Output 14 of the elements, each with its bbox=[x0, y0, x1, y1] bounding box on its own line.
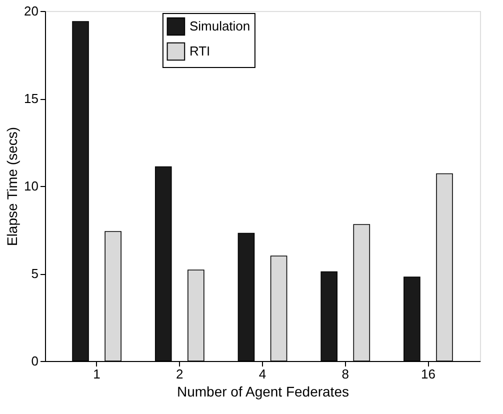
y-tick-label: 20 bbox=[24, 4, 38, 18]
x-tick-label: 16 bbox=[420, 366, 436, 382]
x-tick-label: 1 bbox=[93, 366, 100, 382]
legend-label: Simulation bbox=[189, 18, 250, 34]
y-tick-label: 0 bbox=[31, 354, 38, 368]
y-tick-label: 15 bbox=[24, 91, 38, 106]
y-tick-label: 10 bbox=[24, 178, 38, 194]
x-tick-label: 8 bbox=[342, 366, 349, 382]
x-tick-label: 4 bbox=[258, 366, 266, 382]
y-axis-title: Elapse Time (secs) bbox=[4, 126, 20, 246]
legend-label: RTI bbox=[189, 44, 210, 58]
y-tick-label: 5 bbox=[31, 266, 38, 281]
x-axis-title: Number of Agent Federates bbox=[177, 384, 349, 400]
x-tick-label: 2 bbox=[176, 366, 184, 382]
